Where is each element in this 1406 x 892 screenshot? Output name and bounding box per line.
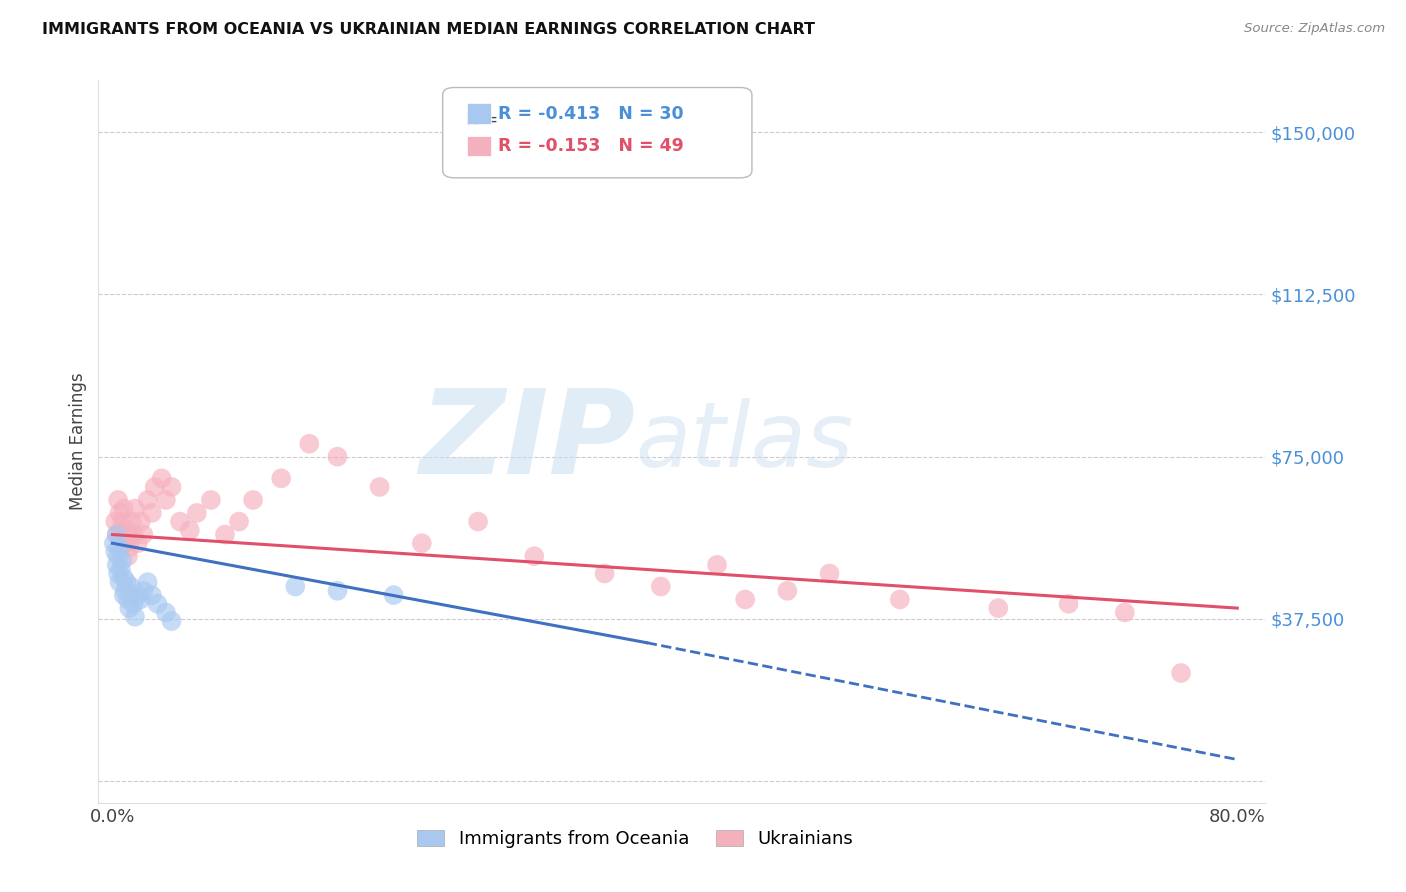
Text: ZIP: ZIP [419,384,636,499]
Point [298,436,321,450]
Point [121,515,143,529]
Point [108,541,131,555]
FancyBboxPatch shape [443,87,752,178]
Bar [467,136,491,156]
Point [108,506,131,520]
Point [150,471,173,485]
Legend: Immigrants from Oceania, Ukrainians: Immigrants from Oceania, Ukrainians [411,822,860,855]
Point [987,601,1010,615]
Point [114,583,136,598]
Text: Source: ZipAtlas.com: Source: ZipAtlas.com [1244,22,1385,36]
Point [650,579,672,593]
Point [122,527,145,541]
Point [160,614,183,628]
Point [734,592,756,607]
Point [104,515,127,529]
Point [110,523,132,537]
Bar [467,103,491,124]
Point [107,566,129,581]
Point [326,583,349,598]
Point [228,515,250,529]
Point [270,471,292,485]
Point [382,588,405,602]
Point [169,515,191,529]
Point [129,592,152,607]
Point [523,549,546,564]
Point [112,588,135,602]
Point [467,515,489,529]
Point [117,592,139,607]
Point [120,579,142,593]
Point [776,583,799,598]
Point [115,575,138,590]
Point [132,527,155,541]
Point [108,575,131,590]
Point [411,536,433,550]
Text: R =: R = [465,111,503,129]
Point [143,480,166,494]
Point [118,541,141,555]
Point [122,597,145,611]
Point [284,579,307,593]
Point [107,549,129,564]
Point [111,553,134,567]
Point [105,527,128,541]
Point [118,601,141,615]
Point [114,536,136,550]
Point [326,450,349,464]
Point [132,583,155,598]
Point [155,492,177,507]
Point [129,515,152,529]
Point [111,515,134,529]
Point [141,506,163,520]
Point [136,492,159,507]
Point [117,549,139,564]
Point [1057,597,1080,611]
Point [186,506,208,520]
Point [368,480,391,494]
Point [160,480,183,494]
Point [1114,606,1136,620]
Point [179,523,201,537]
Point [107,492,129,507]
Point [889,592,911,607]
Y-axis label: Median Earnings: Median Earnings [69,373,87,510]
Point [136,575,159,590]
Point [105,558,128,572]
Point [706,558,728,572]
Point [155,606,177,620]
Point [124,501,146,516]
Point [110,562,132,576]
Point [127,536,149,550]
Text: atlas: atlas [636,398,853,485]
Point [124,609,146,624]
Point [104,545,127,559]
Point [127,588,149,602]
Point [115,523,138,537]
Point [593,566,616,581]
Point [242,492,264,507]
Text: R = -0.153   N = 49: R = -0.153 N = 49 [498,137,683,155]
Text: IMMIGRANTS FROM OCEANIA VS UKRAINIAN MEDIAN EARNINGS CORRELATION CHART: IMMIGRANTS FROM OCEANIA VS UKRAINIAN MED… [42,22,815,37]
Point [120,532,142,546]
Point [112,571,135,585]
Point [200,492,222,507]
Point [1170,665,1192,680]
Point [103,536,125,550]
Text: R = -0.413   N = 30: R = -0.413 N = 30 [498,104,683,122]
Point [141,588,163,602]
Point [112,501,135,516]
Point [818,566,841,581]
Point [105,527,128,541]
Point [214,527,236,541]
Point [146,597,169,611]
